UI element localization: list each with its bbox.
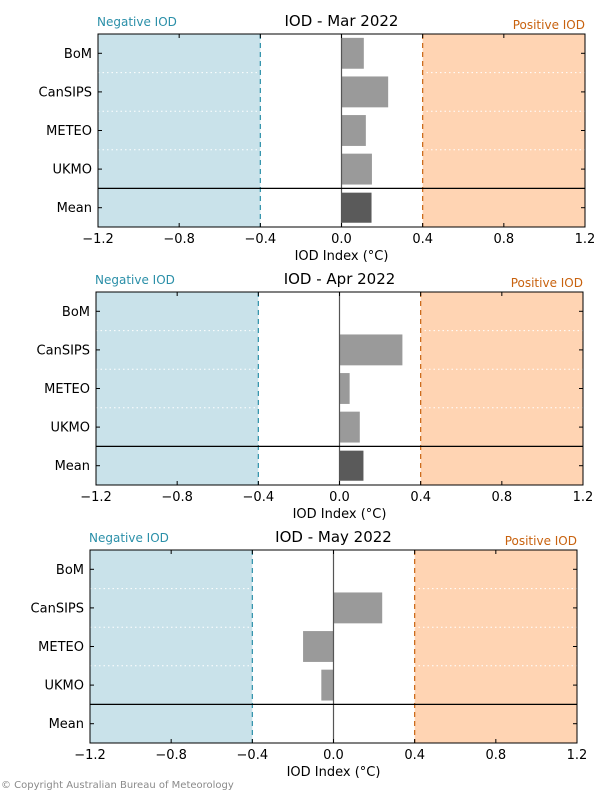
chart-title: IOD - Mar 2022 bbox=[285, 12, 399, 30]
positive-iod-region bbox=[414, 550, 577, 743]
x-axis-label: IOD Index (°C) bbox=[293, 507, 387, 522]
y-tick-label-ukmo: UKMO bbox=[53, 163, 93, 178]
y-tick-label-ukmo: UKMO bbox=[51, 421, 91, 436]
x-tick-label: −0.8 bbox=[161, 490, 193, 505]
y-tick-label-bom: BoM bbox=[64, 47, 92, 62]
positive-iod-label: Positive IOD bbox=[513, 18, 585, 32]
x-tick-label: −1.2 bbox=[74, 748, 106, 763]
positive-iod-label: Positive IOD bbox=[511, 276, 583, 290]
y-tick-label-cansips: CanSIPS bbox=[31, 601, 84, 616]
x-tick-label: 0.0 bbox=[329, 490, 350, 505]
x-tick-label: 0.4 bbox=[410, 490, 431, 505]
negative-iod-region bbox=[96, 292, 259, 485]
x-tick-label: 1.2 bbox=[567, 748, 588, 763]
chart-title: IOD - Apr 2022 bbox=[284, 270, 396, 288]
y-tick-label-cansips: CanSIPS bbox=[39, 85, 92, 100]
iod-panel-2: BoM CanSIPS METEO UKMO Mean −1.2 −0.8 −0.4 0.0 0.… bbox=[37, 270, 594, 522]
bar-mean bbox=[341, 191, 373, 224]
x-tick-label: −0.4 bbox=[237, 748, 269, 763]
y-tick-label-ukmo: UKMO bbox=[45, 679, 85, 694]
x-tick-label: 1.2 bbox=[573, 490, 594, 505]
iod-panel-3: BoM CanSIPS METEO UKMO Mean −1.2 −0.8 −0.4 0.0 0.… bbox=[31, 528, 588, 780]
positive-iod-label: Positive IOD bbox=[505, 534, 577, 548]
y-tick-label-mean: Mean bbox=[57, 201, 92, 216]
bar-cansips bbox=[341, 76, 389, 108]
x-tick-label: 0.0 bbox=[323, 748, 344, 763]
x-tick-label: 0.8 bbox=[491, 490, 512, 505]
iod-panel-1: BoM CanSIPS METEO UKMO Mean −1.2 −0.8 −0.4 0.0 0.… bbox=[39, 12, 596, 264]
y-tick-label-meteo: METEO bbox=[46, 124, 92, 139]
bar-bom bbox=[341, 37, 364, 69]
x-tick-label: −0.4 bbox=[243, 490, 275, 505]
bar-ukmo bbox=[321, 669, 334, 701]
bar-cansips bbox=[333, 592, 383, 624]
y-tick-label-mean: Mean bbox=[49, 717, 84, 732]
positive-iod-region bbox=[422, 34, 585, 227]
bar-ukmo bbox=[339, 411, 360, 443]
x-tick-label: −1.2 bbox=[80, 490, 112, 505]
bar-ukmo bbox=[341, 153, 372, 185]
y-tick-label-meteo: METEO bbox=[38, 640, 84, 655]
y-tick-label-mean: Mean bbox=[55, 459, 90, 474]
chart-title: IOD - May 2022 bbox=[275, 528, 392, 546]
y-tick-label-bom: BoM bbox=[56, 563, 84, 578]
x-tick-label: −0.4 bbox=[245, 232, 277, 247]
x-tick-label: 0.0 bbox=[331, 232, 352, 247]
y-tick-label-bom: BoM bbox=[62, 305, 90, 320]
negative-iod-label: Negative IOD bbox=[89, 531, 169, 545]
x-axis-label: IOD Index (°C) bbox=[295, 249, 389, 264]
bar-meteo bbox=[339, 373, 350, 404]
x-tick-label: 0.8 bbox=[493, 232, 514, 247]
x-tick-label: 0.8 bbox=[485, 748, 506, 763]
x-tick-label: 1.2 bbox=[575, 232, 596, 247]
bar-mean bbox=[339, 449, 365, 482]
bar-cansips bbox=[339, 334, 403, 366]
bar-meteo bbox=[341, 115, 366, 146]
y-tick-label-cansips: CanSIPS bbox=[37, 343, 90, 358]
negative-iod-label: Negative IOD bbox=[97, 15, 177, 29]
positive-iod-region bbox=[420, 292, 583, 485]
negative-iod-region bbox=[98, 34, 261, 227]
x-tick-label: 0.4 bbox=[404, 748, 425, 763]
x-tick-label: −0.8 bbox=[155, 748, 187, 763]
negative-iod-label: Negative IOD bbox=[95, 273, 175, 287]
x-axis-label: IOD Index (°C) bbox=[287, 765, 381, 780]
bar-meteo bbox=[303, 631, 334, 662]
x-tick-label: −1.2 bbox=[82, 232, 114, 247]
copyright-notice: © Copyright Australian Bureau of Meteoro… bbox=[1, 780, 234, 791]
negative-iod-region bbox=[90, 550, 253, 743]
y-tick-label-meteo: METEO bbox=[44, 382, 90, 397]
x-tick-label: 0.4 bbox=[412, 232, 433, 247]
x-tick-label: −0.8 bbox=[163, 232, 195, 247]
